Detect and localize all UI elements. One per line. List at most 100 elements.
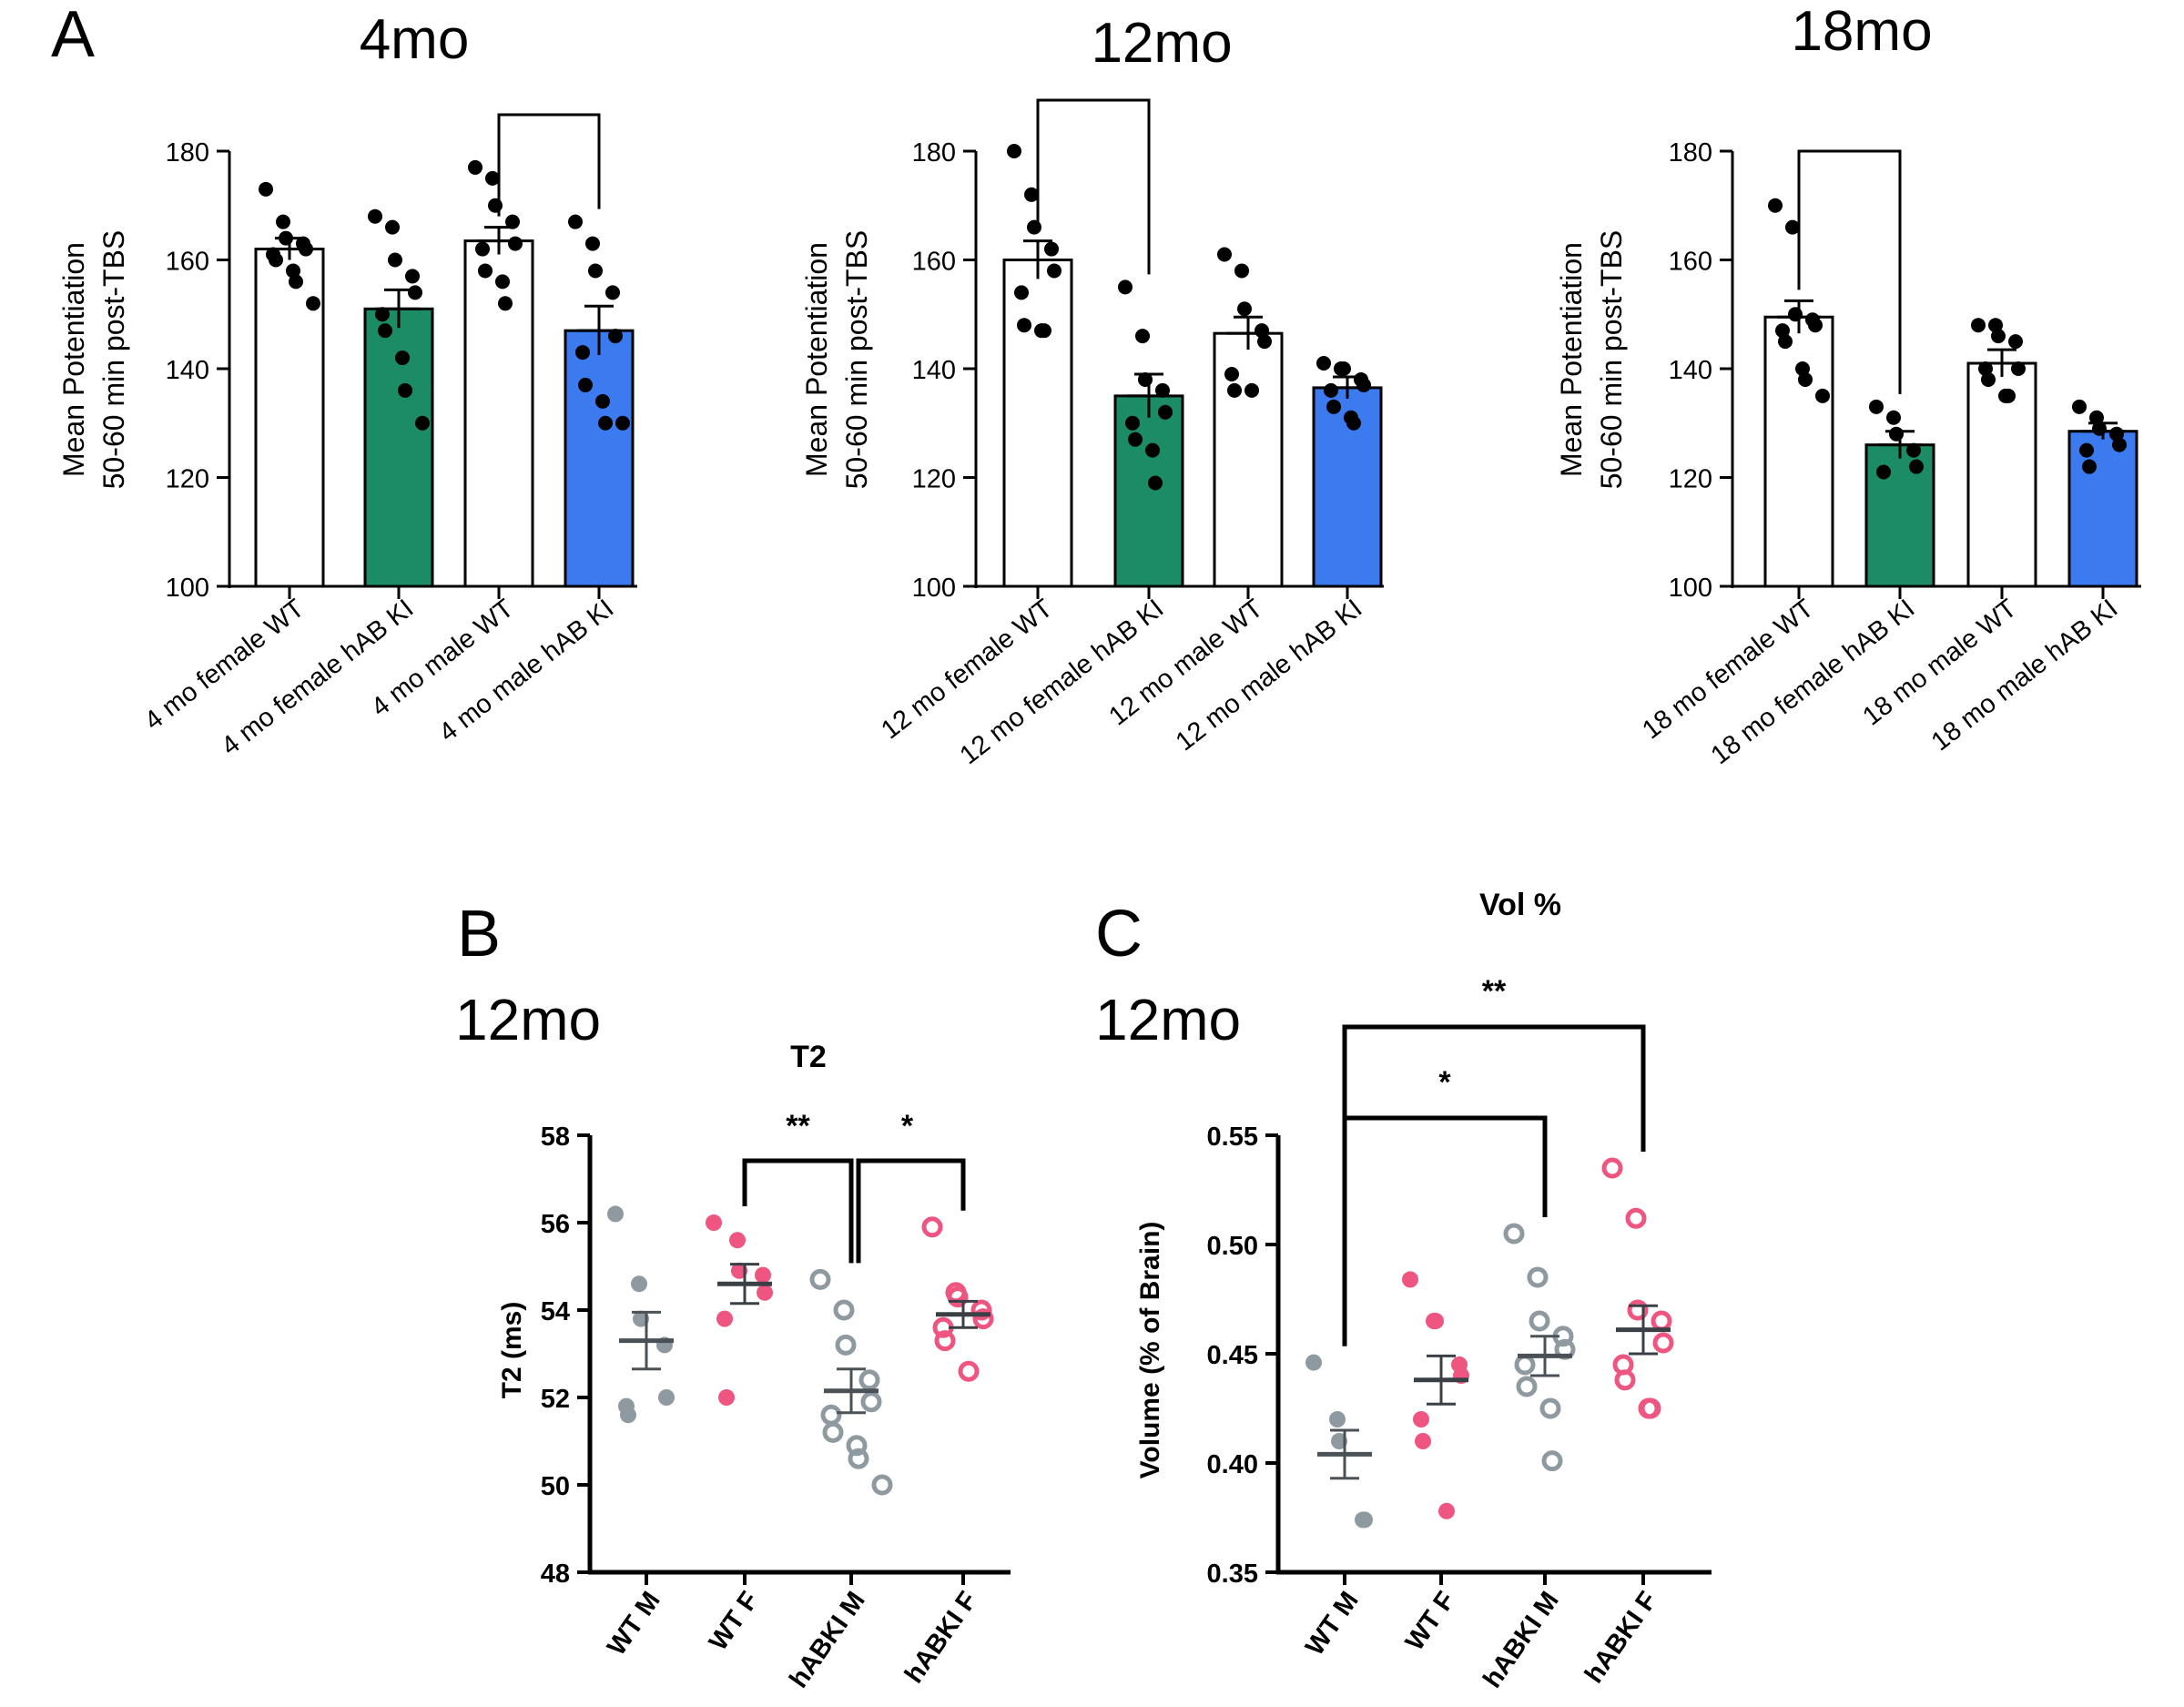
y-tick-label: 120 [1669,465,1712,494]
data-point [306,296,320,311]
y-tick-label: 58 [541,1123,570,1152]
significance-bracket [1036,98,1151,275]
data-point [1788,307,1803,322]
data-point [405,269,420,284]
x-tick-label: WT M [1300,1587,1365,1661]
data-point [1329,1411,1346,1428]
y-tick-label: 54 [541,1297,570,1326]
data-point [835,1334,857,1356]
data-point [1869,399,1884,414]
significance-label: ** [1482,974,1507,1009]
data-point [620,1407,636,1424]
data-point [475,241,490,257]
data-point [947,1286,969,1308]
panel-label-a: A [51,0,95,71]
bar [564,329,635,588]
y-tick-label: 0.35 [1207,1560,1258,1589]
y-tick-label: 120 [912,465,956,494]
y-tick-label: 100 [166,574,209,603]
data-point [1768,198,1783,213]
x-tick-label: 18 mo male hAB KI [1926,594,2124,757]
significance-bracket [1342,1024,1646,1346]
data-point [1402,1271,1418,1288]
data-point [970,1299,992,1321]
data-point [1027,219,1041,235]
data-point [1541,1450,1563,1472]
data-point [631,1275,647,1293]
data-point [488,198,503,213]
data-point [1527,1266,1549,1288]
data-point [1255,323,1269,339]
data-point [508,236,523,251]
data-point [1244,382,1259,398]
data-point [706,1214,722,1231]
x-tick-label: WT M [602,1587,666,1661]
bar [1763,315,1834,588]
data-point [398,382,412,398]
data-point [1324,382,1338,398]
data-point [1017,318,1031,333]
data-point [578,377,593,392]
significance-label: ** [786,1109,810,1143]
y-tick-label: 180 [912,138,956,168]
data-point [1795,361,1810,376]
data-point [1785,219,1800,235]
data-point [1145,442,1160,458]
data-point [2072,399,2087,414]
x-tick-label: 4 mo male hAB KI [433,594,619,747]
data-point [2001,388,2016,403]
significance-bracket [856,1158,966,1264]
data-point [848,1448,869,1469]
y-tick-label: 100 [912,574,956,603]
data-point [1356,1511,1373,1529]
data-point [478,263,493,279]
data-point [468,159,483,175]
panel-label-c: C [1095,898,1143,970]
data-point [1128,432,1143,447]
data-point [1217,247,1232,262]
data-point [1991,329,2006,344]
ylabel-a2-line2: 50-60 min post-TBS [840,230,873,490]
data-point [276,214,290,229]
x-tick-label: hABKI M [784,1587,871,1693]
chart-title-c: Vol % [1479,888,1561,922]
bar [463,239,534,588]
y-tick-label: 50 [541,1472,570,1501]
data-point [2082,459,2097,474]
significance-bracket [1797,149,1902,394]
data-point [1516,1376,1538,1397]
data-point [958,1360,980,1382]
data-point [1155,382,1170,398]
data-point [1981,371,1996,387]
data-point [575,345,590,361]
y-tick-label: 56 [541,1210,570,1239]
data-point [871,1474,893,1496]
x-tick-label: WT F [1400,1587,1461,1656]
data-point [820,1404,842,1426]
data-point [1798,371,1813,387]
y-tick-label: 160 [912,248,956,277]
data-point [1044,241,1059,257]
data-point [1775,323,1790,339]
x-tick-label: hABKI F [899,1587,983,1689]
data-point [495,274,510,290]
data-point [822,1421,844,1443]
data-point [595,393,610,409]
ylabel-a3-line2: 50-60 min post-TBS [1595,230,1628,490]
data-point [2079,442,2094,458]
data-point [1601,1157,1623,1179]
data-point [598,415,613,431]
data-point [1326,399,1341,414]
bar [1113,394,1184,588]
data-point [1148,475,1163,491]
bar [2067,430,2138,588]
data-point [2109,426,2124,442]
bar [1002,259,1073,588]
data-point [921,1216,943,1238]
data-point [1413,1411,1429,1428]
data-point [1971,318,1986,333]
data-point [1625,1207,1647,1229]
panel-label-b: B [457,898,501,970]
significance-bracket [497,113,601,217]
data-point [375,307,390,322]
